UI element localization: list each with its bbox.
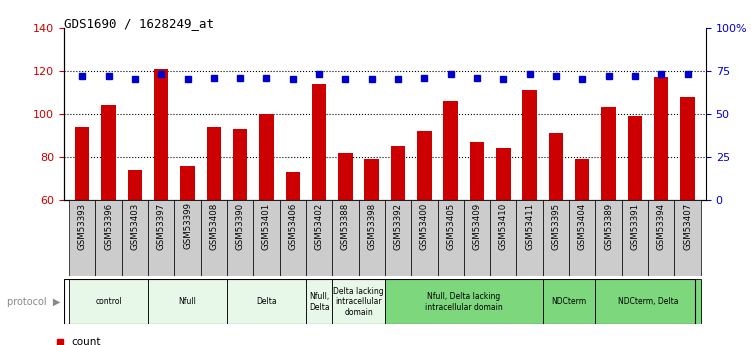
Text: Nfull: Nfull	[179, 297, 197, 306]
Bar	[69, 200, 95, 276]
Bar	[312, 84, 327, 329]
Text: GSM53402: GSM53402	[315, 203, 324, 250]
Bar	[227, 200, 253, 276]
Text: NDCterm: NDCterm	[551, 297, 587, 306]
Text: GSM53406: GSM53406	[288, 203, 297, 250]
Text: GSM53401: GSM53401	[262, 203, 271, 250]
Bar	[549, 133, 563, 329]
Bar	[69, 279, 148, 324]
Bar	[279, 200, 306, 276]
Bar	[306, 279, 332, 324]
Text: GSM53408: GSM53408	[210, 203, 219, 250]
Bar	[596, 279, 701, 324]
Bar	[648, 200, 674, 276]
Text: GSM53411: GSM53411	[525, 203, 534, 250]
Text: GSM53410: GSM53410	[499, 203, 508, 250]
Bar	[128, 170, 142, 329]
Bar	[628, 116, 642, 329]
Bar	[306, 200, 332, 276]
Bar	[602, 107, 616, 329]
Bar	[464, 200, 490, 276]
Bar	[332, 279, 385, 324]
Bar	[674, 200, 701, 276]
Bar	[654, 77, 668, 329]
Bar	[122, 200, 148, 276]
Text: GSM53409: GSM53409	[472, 203, 481, 249]
Bar	[227, 279, 306, 324]
Bar	[180, 166, 195, 329]
Text: GSM53388: GSM53388	[341, 203, 350, 250]
Text: count: count	[71, 337, 101, 345]
Bar	[543, 279, 596, 324]
Bar	[385, 200, 412, 276]
Bar	[438, 200, 464, 276]
Text: GSM53390: GSM53390	[236, 203, 245, 249]
Bar	[517, 200, 543, 276]
Bar	[148, 200, 174, 276]
Bar	[470, 142, 484, 329]
Bar	[101, 105, 116, 329]
Bar	[148, 279, 227, 324]
Bar	[259, 114, 273, 329]
Text: Nfull, Delta lacking
intracellular domain: Nfull, Delta lacking intracellular domai…	[425, 292, 502, 312]
Bar	[75, 127, 89, 329]
Bar	[417, 131, 432, 329]
Bar	[338, 152, 353, 329]
Bar	[207, 127, 221, 329]
Text: GSM53405: GSM53405	[446, 203, 455, 250]
Text: GSM53398: GSM53398	[367, 203, 376, 249]
Bar	[490, 200, 517, 276]
Bar	[543, 200, 569, 276]
Text: Delta lacking
intracellular
domain: Delta lacking intracellular domain	[333, 287, 384, 317]
Bar	[95, 200, 122, 276]
Bar	[174, 200, 201, 276]
Text: GSM53393: GSM53393	[78, 203, 87, 249]
Text: protocol  ▶: protocol ▶	[7, 297, 60, 307]
Bar	[496, 148, 511, 329]
Bar	[154, 69, 168, 329]
Bar	[680, 97, 695, 329]
Text: GSM53392: GSM53392	[394, 203, 403, 249]
Text: GSM53395: GSM53395	[551, 203, 560, 249]
Text: GSM53389: GSM53389	[604, 203, 613, 249]
Bar	[364, 159, 379, 329]
Text: control: control	[95, 297, 122, 306]
Text: GSM53407: GSM53407	[683, 203, 692, 250]
Bar	[285, 172, 300, 329]
Text: GSM53397: GSM53397	[157, 203, 166, 249]
Text: GSM53391: GSM53391	[630, 203, 639, 249]
Text: GSM53396: GSM53396	[104, 203, 113, 249]
Bar	[201, 200, 227, 276]
Bar	[391, 146, 406, 329]
Text: GSM53403: GSM53403	[131, 203, 140, 250]
Text: GSM53399: GSM53399	[183, 203, 192, 249]
Bar	[332, 200, 358, 276]
Bar	[358, 200, 385, 276]
Bar	[385, 279, 543, 324]
Bar	[412, 200, 438, 276]
Text: NDCterm, Delta: NDCterm, Delta	[618, 297, 678, 306]
Text: GSM53404: GSM53404	[578, 203, 587, 250]
Bar	[233, 129, 247, 329]
Text: Delta: Delta	[256, 297, 277, 306]
Bar	[575, 159, 590, 329]
Text: GSM53394: GSM53394	[656, 203, 665, 249]
Bar	[596, 200, 622, 276]
Bar	[253, 200, 279, 276]
Text: Nfull,
Delta: Nfull, Delta	[309, 292, 330, 312]
Bar	[523, 90, 537, 329]
Bar	[622, 200, 648, 276]
Text: GSM53400: GSM53400	[420, 203, 429, 250]
Text: GDS1690 / 1628249_at: GDS1690 / 1628249_at	[64, 17, 214, 30]
Bar	[569, 200, 596, 276]
Bar	[443, 101, 458, 329]
